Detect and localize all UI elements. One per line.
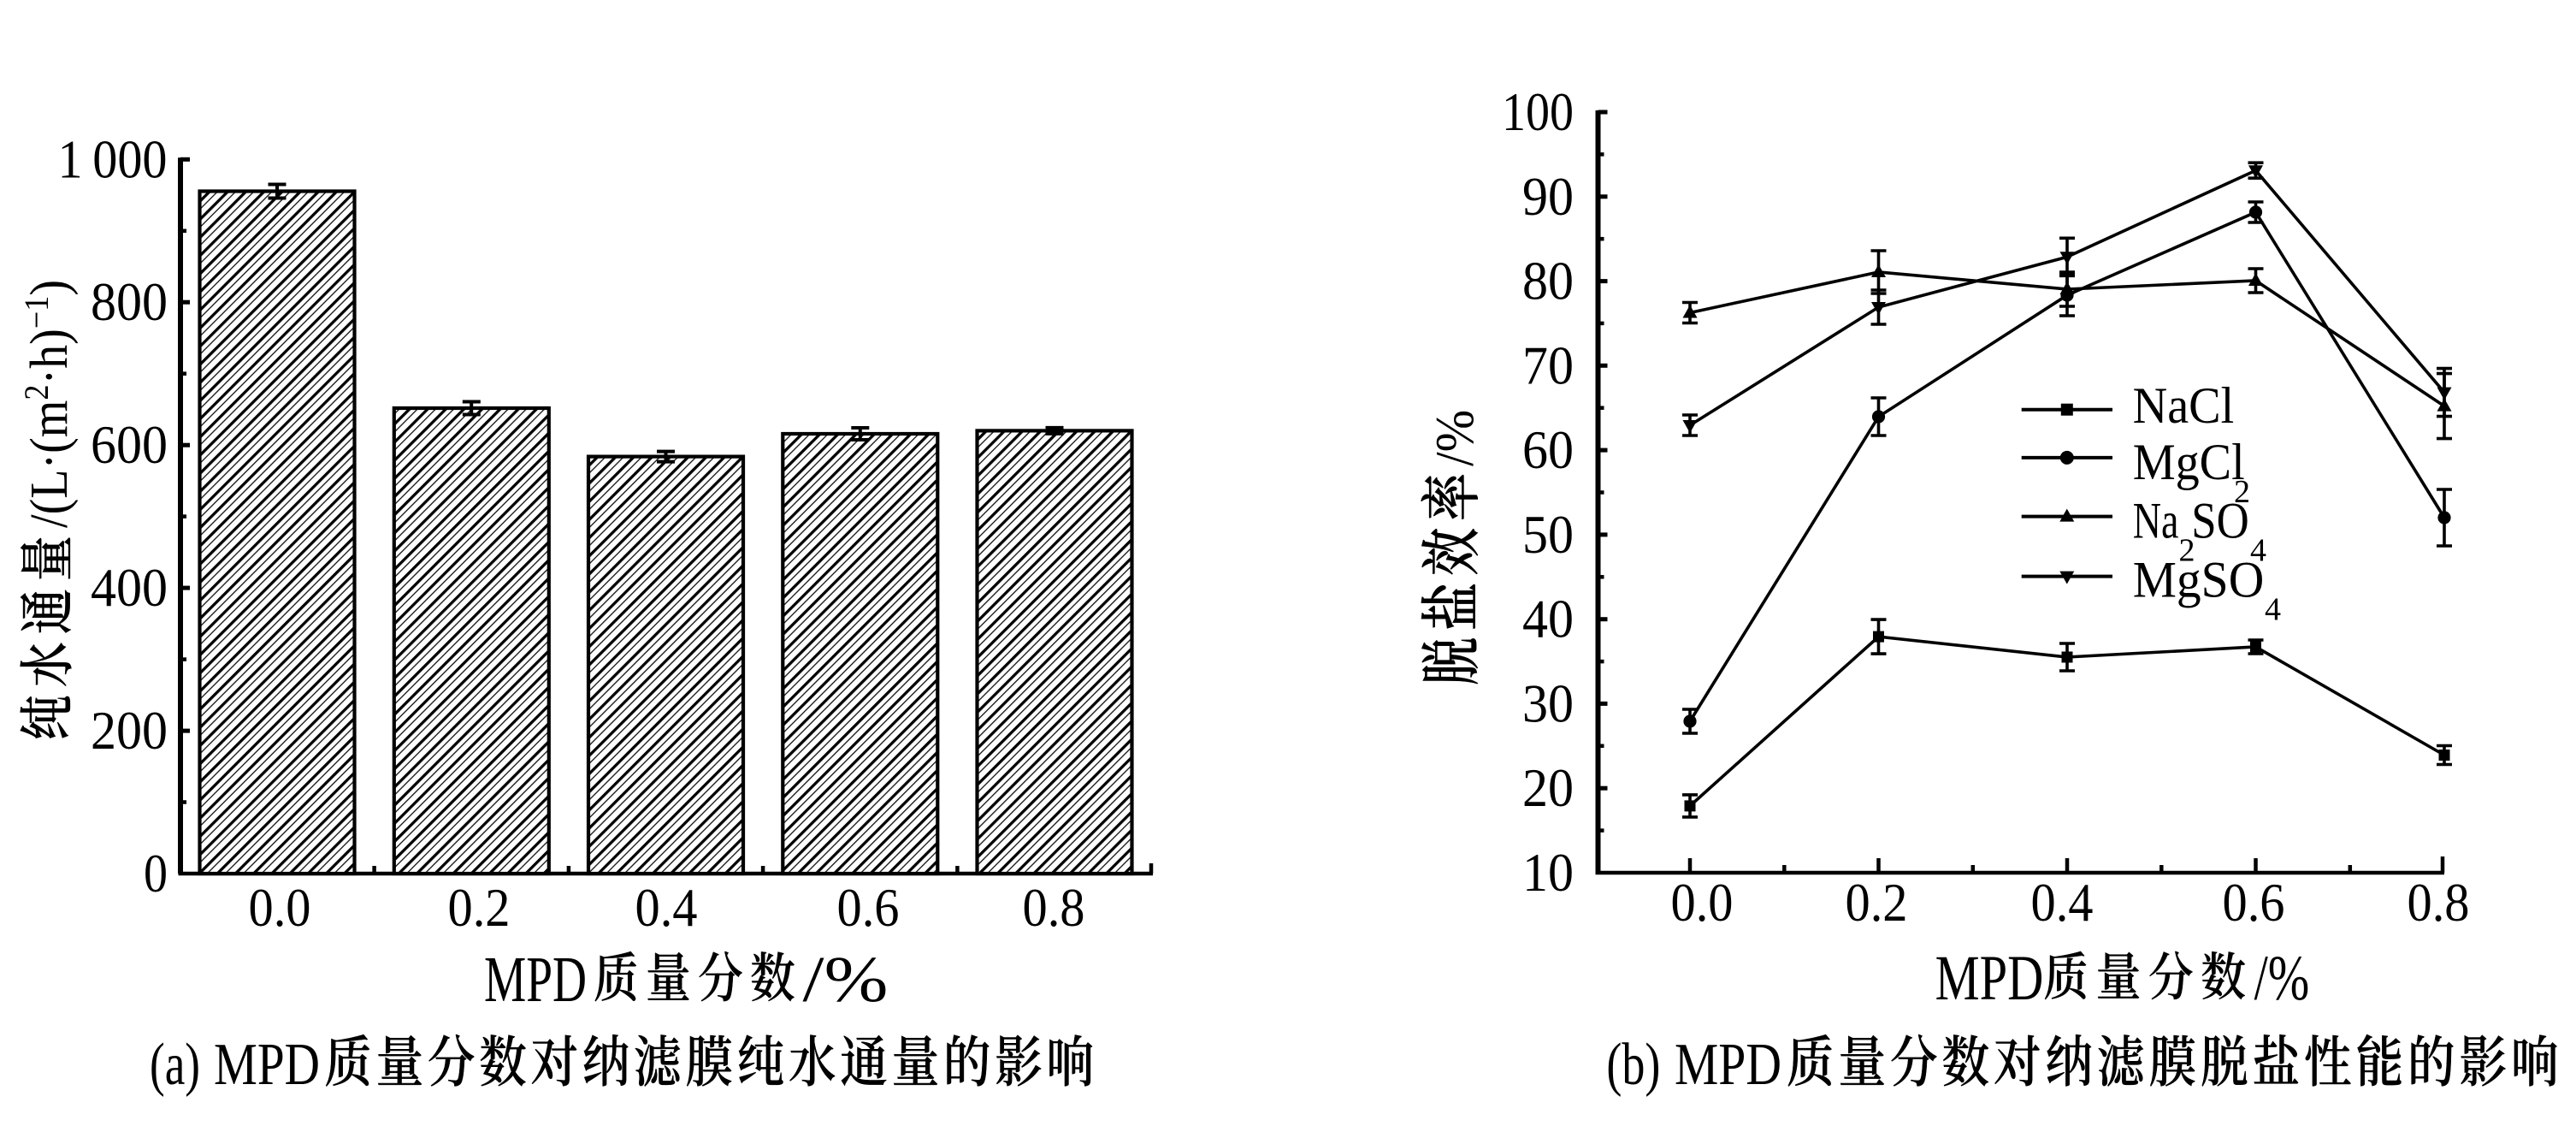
svg-text:1 000: 1 000	[58, 128, 168, 189]
svg-text:/%: /%	[2254, 943, 2310, 1014]
svg-text:MgCl: MgCl	[2133, 434, 2245, 490]
svg-text:0.2: 0.2	[448, 877, 511, 938]
svg-text:80: 80	[1522, 251, 1574, 311]
svg-text:4: 4	[2265, 591, 2281, 627]
svg-text:0.6: 0.6	[2223, 872, 2285, 933]
svg-text:2: 2	[2234, 474, 2250, 510]
svg-text:20: 20	[1522, 757, 1574, 818]
svg-text:90: 90	[1522, 166, 1574, 227]
svg-text:NaCl: NaCl	[2133, 377, 2235, 434]
svg-text:0.4: 0.4	[635, 877, 698, 938]
svg-text:40: 40	[1522, 589, 1574, 649]
svg-text:0.0: 0.0	[1671, 872, 1734, 933]
svg-text:MgSO: MgSO	[2133, 551, 2265, 607]
svg-text:400: 400	[91, 557, 168, 618]
svg-text:0.2: 0.2	[1846, 872, 1908, 933]
svg-text:0.8: 0.8	[1023, 877, 1085, 938]
svg-text:0.4: 0.4	[2031, 872, 2094, 933]
svg-text:200: 200	[91, 700, 168, 761]
svg-text:/%: /%	[803, 944, 889, 1016]
svg-text:Na: Na	[2133, 493, 2179, 549]
svg-text:MPD: MPD	[484, 944, 587, 1016]
svg-text:100: 100	[1502, 81, 1574, 142]
svg-text:(a): (a)	[150, 1032, 200, 1098]
svg-text:MPD: MPD	[1675, 1032, 1781, 1098]
svg-text:0.8: 0.8	[2408, 872, 2470, 933]
svg-text:2: 2	[2179, 533, 2195, 569]
svg-text:(b): (b)	[1606, 1032, 1660, 1098]
svg-text:SO: SO	[2191, 493, 2249, 549]
svg-text:30: 30	[1522, 673, 1574, 733]
svg-text:50: 50	[1522, 504, 1574, 565]
svg-text:800: 800	[91, 271, 168, 332]
svg-text:70: 70	[1522, 335, 1574, 395]
svg-text:MPD: MPD	[214, 1032, 320, 1098]
svg-text:60: 60	[1522, 419, 1574, 480]
svg-text:0: 0	[144, 843, 168, 904]
svg-text:10: 10	[1522, 842, 1574, 903]
svg-text:600: 600	[91, 414, 168, 475]
svg-text:/%: /%	[1424, 410, 1485, 466]
svg-text:0.6: 0.6	[837, 877, 900, 938]
svg-text:MPD: MPD	[1935, 943, 2044, 1014]
svg-text:4: 4	[2250, 533, 2266, 569]
svg-text:0.0: 0.0	[249, 877, 311, 938]
